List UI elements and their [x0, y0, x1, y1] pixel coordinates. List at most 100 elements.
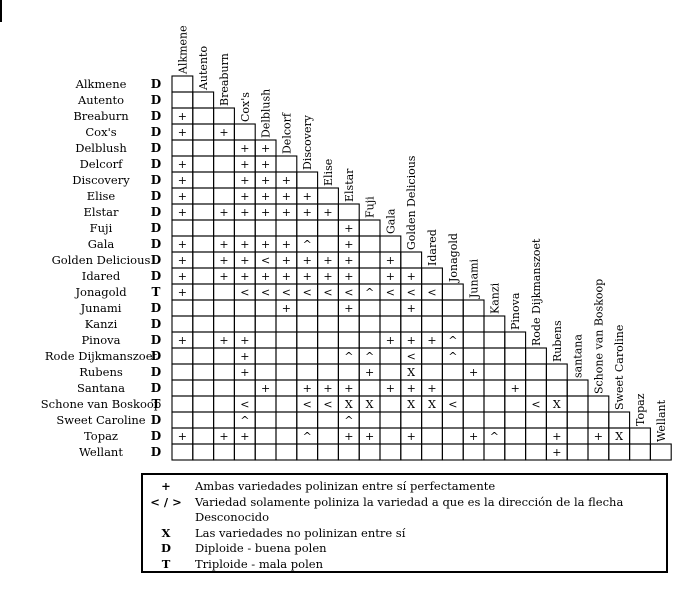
- ploidy-label: D: [151, 317, 161, 331]
- cell-symbol: +: [386, 382, 395, 395]
- cell-symbol: +: [178, 158, 187, 171]
- column-label: Golden Delicious: [405, 155, 418, 250]
- matrix-cell: [421, 267, 443, 285]
- cell-symbol: +: [303, 254, 312, 267]
- matrix-cell: [525, 363, 547, 381]
- matrix-cell: [462, 379, 485, 397]
- ploidy-label: D: [151, 253, 161, 267]
- cell-symbol: +: [344, 382, 353, 395]
- row-label: Fuji: [90, 221, 113, 235]
- matrix-cell: [462, 299, 485, 317]
- cell-symbol: ^: [303, 430, 312, 443]
- cell-symbol: ^: [448, 334, 457, 347]
- matrix-cell: [379, 427, 402, 445]
- cell-symbol: +: [219, 270, 228, 283]
- matrix-cell: [379, 299, 402, 317]
- matrix-cell: [400, 251, 423, 269]
- matrix-cell: [525, 411, 547, 429]
- matrix-cell: [171, 315, 194, 333]
- cell-symbol: <: [261, 286, 270, 299]
- matrix-cell: [192, 347, 215, 365]
- row-label: Alkmene: [75, 77, 127, 91]
- legend-row-diploid: D Diploide - buena polen: [149, 541, 660, 557]
- matrix-cell: [317, 187, 339, 205]
- cell-symbol: +: [552, 446, 561, 459]
- matrix-cell: [545, 379, 568, 397]
- legend-key: X: [161, 525, 171, 540]
- matrix-cell: [358, 379, 381, 397]
- cell-symbol: +: [240, 334, 249, 347]
- column-label: santana: [572, 334, 585, 378]
- cell-symbol: +: [344, 238, 353, 251]
- ploidy-label: T: [152, 397, 161, 411]
- matrix-cell: [441, 283, 464, 301]
- matrix-cell: [587, 395, 610, 413]
- legend-row-plus: + Ambas variedades polinizan entre sí pe…: [149, 479, 660, 495]
- cell-symbol: +: [178, 238, 187, 251]
- matrix-cell: [192, 91, 215, 109]
- cell-symbol: +: [386, 254, 395, 267]
- column-label: Junami: [468, 258, 481, 299]
- matrix-cell: [504, 395, 527, 413]
- column-label: Elstar: [343, 168, 356, 202]
- matrix-cell: [441, 363, 464, 381]
- matrix-cell: [379, 347, 402, 365]
- column-label: Idared: [426, 229, 439, 266]
- ploidy-label: T: [152, 285, 161, 299]
- cell-symbol: ^: [303, 238, 312, 251]
- matrix-cell: [275, 363, 298, 381]
- column-label: Wellant: [655, 399, 668, 442]
- matrix-cell: [296, 331, 319, 349]
- cell-symbol: <: [240, 286, 249, 299]
- cell-symbol: +: [386, 334, 395, 347]
- cell-symbol: +: [407, 302, 416, 315]
- row-label: Elstar: [84, 205, 119, 219]
- cell-symbol: +: [303, 382, 312, 395]
- legend-text: Variedad solamente poliniza la variedad …: [195, 494, 624, 509]
- cell-symbol: +: [365, 366, 374, 379]
- matrix-cell: [192, 187, 215, 205]
- matrix-cell: [483, 411, 506, 429]
- matrix-cell: [587, 411, 610, 429]
- cell-symbol: +: [178, 174, 187, 187]
- matrix-cell: [171, 75, 194, 93]
- cell-symbol: +: [240, 366, 249, 379]
- matrix-cell: [254, 331, 277, 349]
- column-label: Alkmene: [176, 25, 189, 75]
- matrix-cell: [213, 283, 235, 301]
- cell-symbol: +: [407, 334, 416, 347]
- column-label: Gala: [384, 208, 397, 234]
- matrix-cell: [233, 379, 256, 397]
- ploidy-label: D: [151, 173, 161, 187]
- matrix-cell: [192, 203, 215, 221]
- matrix-cell: [525, 443, 547, 461]
- matrix-cell: [441, 315, 464, 333]
- cell-symbol: +: [303, 206, 312, 219]
- matrix-cell: [483, 443, 506, 461]
- cell-symbol: <: [344, 286, 353, 299]
- matrix-cell: [421, 427, 443, 445]
- cell-symbol: <: [386, 286, 395, 299]
- cell-symbol: <: [427, 286, 436, 299]
- row-label: Schone van Boskoop: [41, 397, 161, 411]
- matrix-cell: [192, 331, 215, 349]
- matrix-cell: [649, 443, 672, 461]
- matrix-cell: [192, 283, 215, 301]
- row-labels: Alkmene D Autento D Breaburn D Cox's D Delblush D…: [41, 77, 161, 459]
- cell-symbol: +: [261, 174, 270, 187]
- cell-symbol: +: [261, 206, 270, 219]
- matrix-cell: [213, 315, 235, 333]
- matrix-cell: [483, 379, 506, 397]
- column-label: Kanzi: [488, 282, 501, 314]
- cell-symbol: +: [427, 382, 436, 395]
- cell-symbol: +: [219, 238, 228, 251]
- matrix-cell: [504, 331, 527, 349]
- cell-symbol: <: [407, 286, 416, 299]
- cell-symbol: +: [344, 254, 353, 267]
- cell-symbol: +: [240, 142, 249, 155]
- cell-symbol: +: [303, 270, 312, 283]
- row-label: Discovery: [72, 173, 130, 187]
- row-label: Kanzi: [85, 317, 118, 331]
- matrix-cell: [254, 347, 277, 365]
- matrix-cell: [483, 331, 506, 349]
